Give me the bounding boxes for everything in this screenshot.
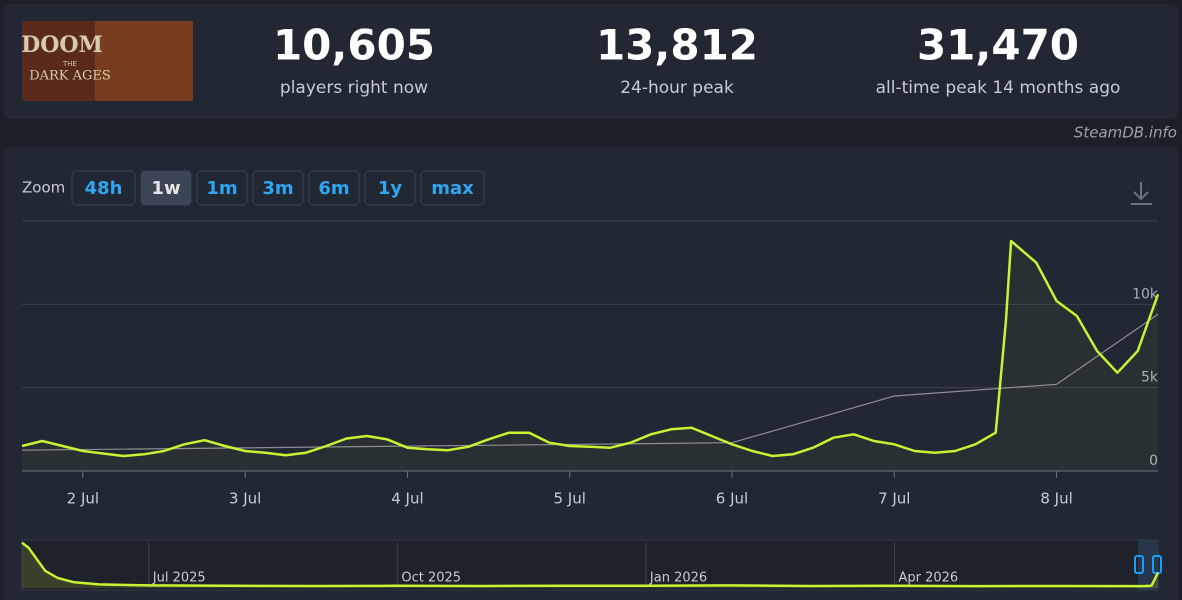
x-tick-label: 2 Jul [67,490,99,508]
line [21,313,1159,451]
x-tick-label: 4 Jul [391,490,423,508]
download-icon[interactable] [1131,182,1152,205]
zoom-button[interactable] [364,170,416,206]
stat-value: 10,605 [273,21,435,70]
y-tick-label: 10k [1132,286,1159,302]
stat-value: 13,812 [596,21,758,70]
zoom-button-label[interactable]: 6m [318,178,349,199]
zoom-label: Zoom [22,179,65,197]
x-tick-label: 3 Jul [229,490,261,508]
chart-panel [4,146,1178,600]
zoom-button-label[interactable]: 3m [262,178,293,199]
zoom-button[interactable] [140,170,192,206]
logo-sub: DARK AGES [29,69,111,84]
navigator-handle[interactable] [1134,555,1144,574]
stat-label: all-time peak 14 months ago [876,78,1121,98]
y-tick-label: 0 [1149,453,1158,469]
zoom-button-label[interactable]: 1y [378,178,403,199]
source: SteamDB.info [1074,124,1177,142]
line [21,239,1160,458]
x-tick-label: 6 Jul [716,490,748,508]
x-tick-label: Jul 2025 [152,571,206,586]
stats-panel [4,4,1178,119]
stat-value: 31,470 [917,21,1079,70]
y-tick-label: 5k [1141,370,1159,386]
zoom-button[interactable] [252,170,304,206]
zoom-button-label[interactable]: 1m [206,178,237,199]
stat-label: players right now [280,78,428,98]
zoom-button-label[interactable]: 48h [85,178,123,199]
area [22,241,1158,471]
navigator-window[interactable] [1138,540,1158,590]
zoom-button-label[interactable]: 1w [151,178,180,199]
x-tick-label: Oct 2025 [401,571,461,586]
zoom-button[interactable] [308,170,360,206]
x-tick-label: 5 Jul [554,490,586,508]
x-tick-label: Apr 2026 [899,571,959,586]
logo-art [95,21,193,101]
zoom-button[interactable] [196,170,248,206]
x-tick-label: Jan 2026 [649,571,707,586]
zoom-button-label[interactable]: max [431,178,474,199]
logo-title: DOOM [21,32,103,58]
x-tick-label: 8 Jul [1040,490,1072,508]
zoom-button[interactable] [71,170,136,206]
line [21,541,1160,588]
x-tick-label: 7 Jul [878,490,910,508]
zoom-button[interactable] [420,170,485,206]
logo-sub: THE [62,60,77,68]
stat-label: 24-hour peak [620,78,734,98]
